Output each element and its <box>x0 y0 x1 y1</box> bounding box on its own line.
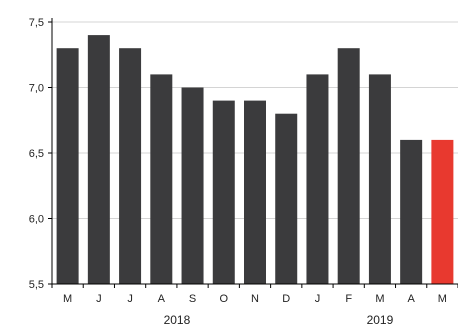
x-tick-label: A <box>407 293 415 305</box>
year-label: 2018 <box>164 313 191 327</box>
x-tick-label: N <box>251 293 259 305</box>
bar <box>244 100 266 284</box>
bar <box>275 113 298 284</box>
x-tick-label: M <box>375 293 384 305</box>
x-tick-label: S <box>189 293 196 305</box>
y-tick-label: 6,0 <box>29 214 44 226</box>
x-tick-label: J <box>315 293 321 305</box>
year-label: 2019 <box>367 313 394 327</box>
y-tick-label: 7,0 <box>29 83 44 95</box>
bar <box>87 35 110 284</box>
x-tick-label: M <box>438 293 447 305</box>
y-tick-label: 7,5 <box>29 17 44 29</box>
x-tick-label: M <box>63 293 72 305</box>
x-tick-label: A <box>158 293 166 305</box>
labels: 5,5 6,0 6,5 7,0 7,5 M J J A S O N D J F M A M 2018 2019 <box>29 17 447 327</box>
bar <box>150 74 173 285</box>
y-tick-label: 6,5 <box>29 148 44 160</box>
bar <box>431 139 454 284</box>
x-tick-label: O <box>219 293 228 305</box>
x-tick-label: J <box>96 293 102 305</box>
bar <box>181 87 204 284</box>
bar <box>400 139 423 284</box>
bar <box>306 74 329 285</box>
x-tick-label: F <box>345 293 352 305</box>
x-tick-label: J <box>127 293 133 305</box>
axes <box>48 18 458 288</box>
x-tick-label: D <box>282 293 290 305</box>
bar <box>212 100 235 284</box>
bar <box>368 74 391 285</box>
bar <box>119 48 142 285</box>
y-tick-label: 5,5 <box>29 279 44 291</box>
bars <box>56 35 454 285</box>
bar <box>56 48 79 285</box>
bar <box>337 48 360 285</box>
